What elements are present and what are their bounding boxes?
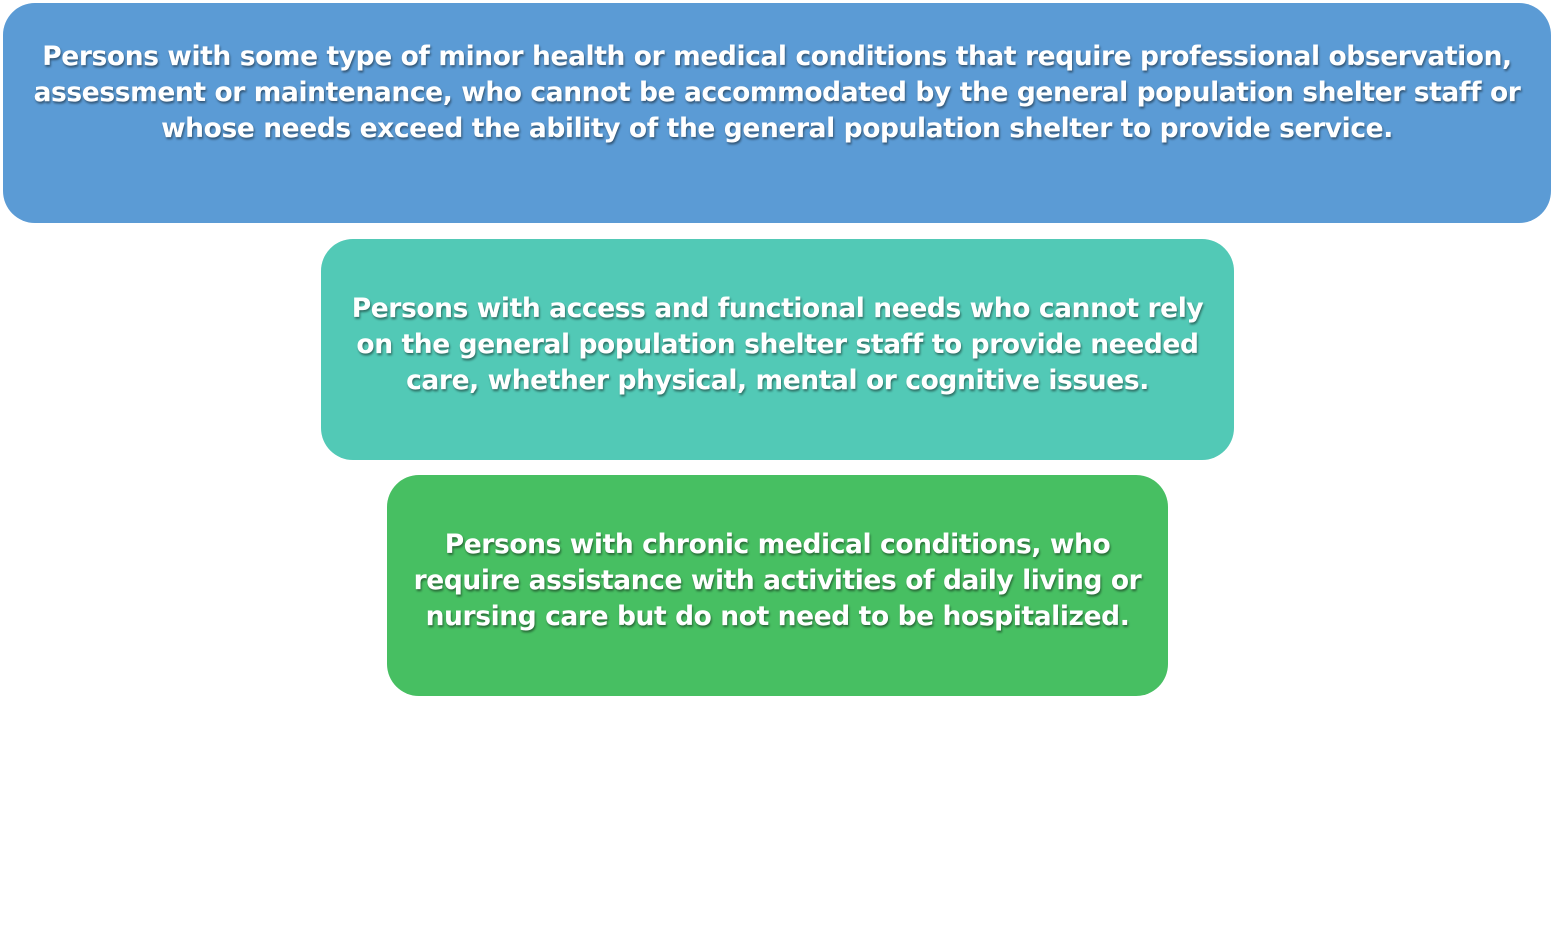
diagram-box-chronic-medical-conditions: Persons with chronic medical conditions,… <box>387 475 1168 696</box>
box-3-text: Persons with chronic medical conditions,… <box>413 528 1142 632</box>
diagram-box-access-functional-needs: Persons with access and functional needs… <box>321 239 1234 460</box>
diagram-box-minor-health-conditions: Persons with some type of minor health o… <box>3 3 1551 223</box>
box-1-text: Persons with some type of minor health o… <box>33 41 1521 144</box>
box-2-text: Persons with access and functional needs… <box>351 292 1204 396</box>
